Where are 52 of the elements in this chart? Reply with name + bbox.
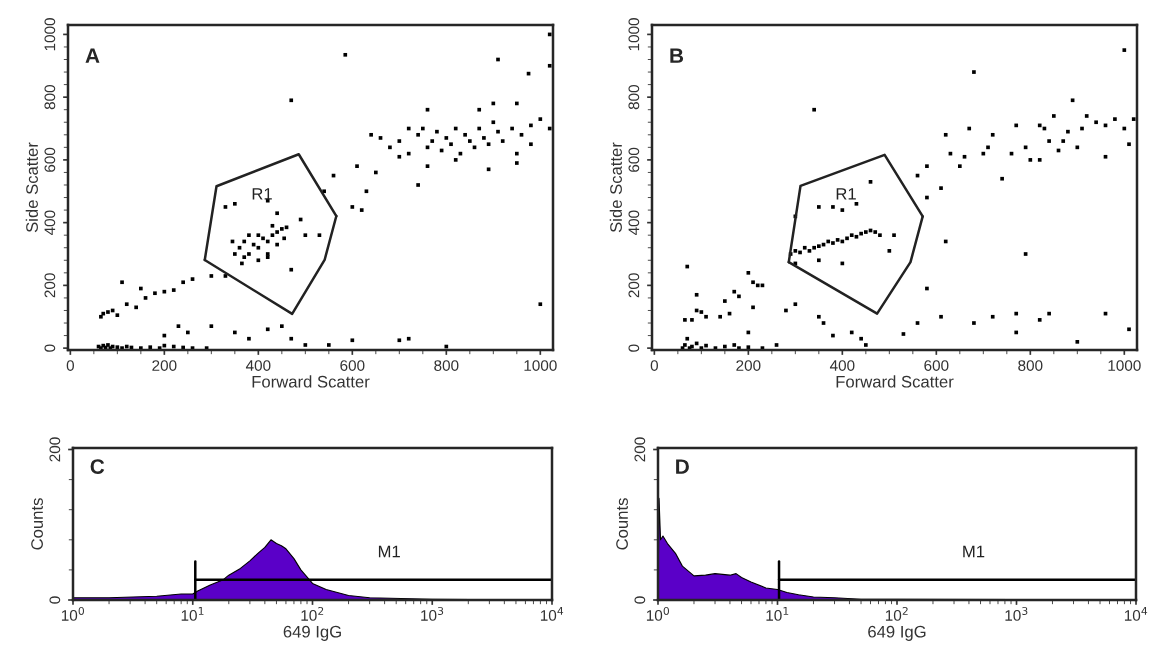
chart-title: D	[676, 459, 689, 474]
text: A	[85, 48, 100, 63]
text: B	[670, 48, 684, 63]
x-tick-label: 10$^{1}$	[766, 607, 789, 621]
x-tick-label: 10$^{4}$	[540, 607, 564, 621]
y-tick-label: 200	[44, 273, 56, 298]
y-tick-label: 800	[44, 85, 56, 110]
x-axis-title: 649 IgG	[868, 625, 926, 641]
x-tick-label: 10$^{2}$	[885, 606, 908, 621]
y-tick-label: 200	[628, 273, 640, 298]
y-tick-label: 200	[634, 437, 646, 462]
x-tick-label: 800	[1018, 360, 1043, 371]
x-tick-label: 10$^{2}$	[301, 606, 324, 621]
y-tick-label: 600	[628, 147, 640, 172]
y-tick-label: 0	[44, 344, 56, 352]
x-axis-title: Forward Scatter	[252, 375, 370, 388]
chart-title: C	[90, 459, 105, 474]
y-tick-label: 600	[44, 147, 56, 172]
y-tick-label: 1000	[44, 18, 56, 51]
x-tick-label: 1000	[524, 360, 557, 371]
annotation: M1	[378, 545, 400, 558]
x-tick-label: 10$^{1}$	[181, 607, 204, 621]
y-tick-label: 1000	[628, 18, 640, 51]
x-tick-label: 0	[66, 360, 74, 371]
x-tick-label: 400	[829, 360, 855, 371]
x-tick-label: 400	[245, 360, 271, 371]
x-tick-label: 10$^{0}$	[646, 606, 670, 621]
y-axis-title: Side Scatter	[609, 142, 622, 233]
y-tick-label: 400	[44, 210, 56, 236]
x-tick-label: 600	[924, 360, 949, 371]
x-tick-label: 200	[736, 360, 761, 371]
y-tick-label: 200	[49, 437, 61, 462]
x-axis-title: Forward Scatter	[836, 375, 954, 388]
x-tick-label: 10$^{3}$	[1005, 606, 1028, 621]
y-tick-label: 400	[628, 210, 640, 236]
y-axis-title: Counts	[31, 498, 43, 550]
x-tick-label: 10$^{0}$	[61, 606, 85, 621]
x-tick-label: 600	[340, 360, 365, 371]
y-axis-title: Side Scatter	[25, 142, 38, 233]
x-tick-label: 10$^{4}$	[1124, 607, 1148, 621]
annotation: M1	[963, 545, 985, 558]
y-tick-label: 0	[628, 344, 640, 352]
y-axis-title: Counts	[616, 498, 628, 550]
x-tick-label: 0	[650, 360, 658, 371]
x-tick-label: 800	[434, 360, 459, 371]
x-tick-label: 1000	[1108, 360, 1141, 371]
annotation: R1	[836, 188, 856, 200]
y-tick-label: 800	[628, 85, 640, 110]
annotation: R1	[252, 188, 272, 200]
x-axis-title: 649 IgG	[283, 625, 341, 641]
x-tick-label: 10$^{3}$	[421, 606, 444, 621]
x-tick-label: 200	[152, 360, 177, 371]
